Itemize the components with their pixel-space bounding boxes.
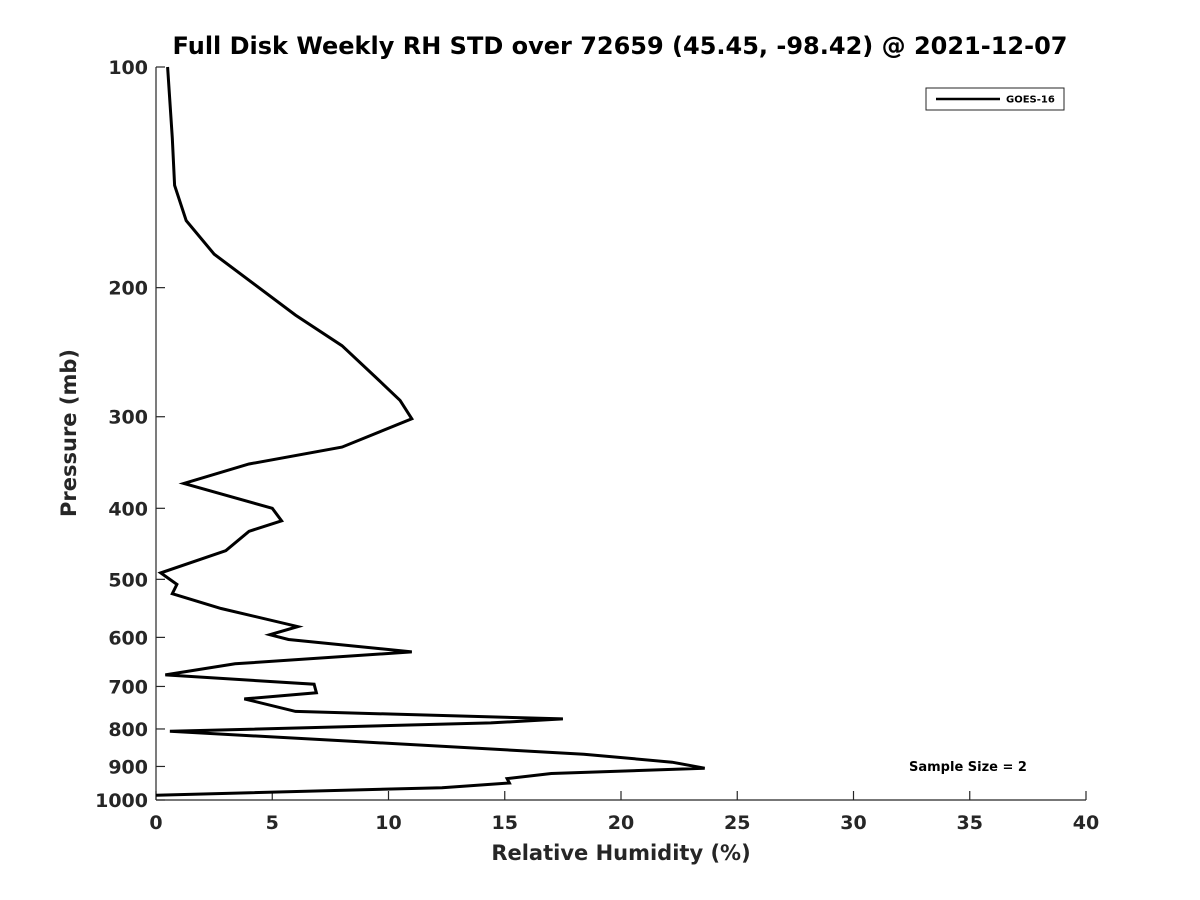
x-tick-label: 5 (266, 812, 279, 834)
x-tick-label: 10 (375, 812, 401, 834)
y-tick-label: 100 (108, 57, 148, 79)
x-tick-label: 20 (608, 812, 634, 834)
y-tick-label: 900 (108, 756, 148, 778)
y-tick-label: 500 (108, 569, 148, 591)
series-line-goes-16 (155, 66, 705, 797)
y-axis-label: Pressure (mb) (57, 349, 81, 517)
chart-title: Full Disk Weekly RH STD over 72659 (45.4… (173, 32, 1068, 60)
x-ticks: 0 5 10 15 20 25 30 35 40 (149, 791, 1099, 834)
x-tick-label: 40 (1073, 812, 1099, 834)
legend-label-goes-16: GOES-16 (1006, 95, 1055, 106)
x-tick-label: 35 (957, 812, 983, 834)
y-tick-label: 700 (108, 676, 148, 698)
x-axis-label: Relative Humidity (%) (491, 841, 750, 865)
sample-size-annotation: Sample Size = 2 (909, 760, 1027, 775)
x-tick-label: 25 (724, 812, 750, 834)
x-tick-label: 0 (149, 812, 162, 834)
y-ticks: 100 200 300 400 500 600 700 800 900 1000 (95, 57, 165, 812)
axes (155, 67, 1086, 801)
y-tick-label: 600 (108, 627, 148, 649)
series-layer (155, 66, 705, 797)
x-tick-label: 30 (840, 812, 866, 834)
y-tick-label: 200 (108, 278, 148, 300)
y-tick-label: 400 (108, 498, 148, 520)
legend: GOES-16 (925, 87, 1065, 111)
x-tick-label: 15 (492, 812, 518, 834)
y-tick-label: 300 (108, 407, 148, 429)
y-tick-label: 800 (108, 719, 148, 741)
y-tick-label: 1000 (95, 790, 148, 812)
